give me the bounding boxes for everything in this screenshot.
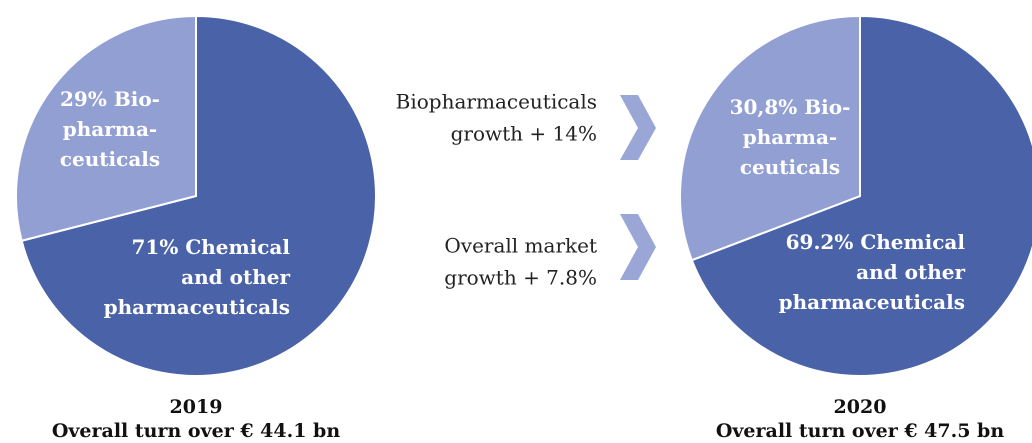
category-label: pharma- [63, 117, 157, 141]
slice-label: 30,8% Bio- [730, 95, 851, 119]
chevron [620, 214, 656, 280]
category-label: pharmaceuticals [104, 295, 290, 319]
pie-slice [679, 14, 861, 262]
slice-label: pharma- [63, 117, 157, 141]
value-label: 29% [60, 87, 107, 111]
pie-slice [690, 14, 1032, 377]
annotation: growth + 14% [451, 122, 597, 146]
annotation: growth + 7.8% [444, 266, 597, 290]
category-label: Chemical [185, 235, 290, 259]
chart-title: 2019 [170, 396, 223, 418]
value-label: 69.2% [786, 230, 854, 254]
slice-label: ceuticals [740, 155, 840, 179]
value-label: 30,8% [730, 95, 798, 119]
space [797, 95, 804, 119]
annotation: Biopharmaceuticals [396, 90, 597, 114]
value-label: 71% [132, 235, 179, 259]
slice-label: pharma- [743, 125, 837, 149]
category-label: Bio- [114, 87, 160, 111]
category-label: ceuticals [60, 147, 160, 171]
slice-label: pharmaceuticals [104, 295, 290, 319]
category-label: and other [181, 265, 290, 289]
chart-subtitle: Overall turn over € 44.1 bn [52, 420, 341, 442]
category-label: pharmaceuticals [779, 290, 965, 314]
slice-label: 29% Bio- [60, 87, 160, 111]
space [853, 230, 860, 254]
chart-subtitle: Overall turn over € 47.5 bn [716, 420, 1005, 442]
category-label: and other [856, 260, 965, 284]
category-label: Bio- [804, 95, 850, 119]
category-label: ceuticals [740, 155, 840, 179]
pie-slice [15, 14, 197, 242]
slice-label: and other [856, 260, 965, 284]
space [107, 87, 114, 111]
category-label: pharma- [743, 125, 837, 149]
space [178, 235, 185, 259]
slice-label: 69.2% Chemical [786, 230, 966, 254]
category-label: Chemical [860, 230, 965, 254]
slice-label: pharmaceuticals [779, 290, 965, 314]
chart-title: 2020 [834, 396, 887, 418]
annotation: Overall market [444, 234, 597, 258]
slice-label: 71% Chemical [132, 235, 291, 259]
pie-slice [20, 14, 377, 377]
slice-label: ceuticals [60, 147, 160, 171]
slice-label: and other [181, 265, 290, 289]
chevron [620, 95, 656, 160]
